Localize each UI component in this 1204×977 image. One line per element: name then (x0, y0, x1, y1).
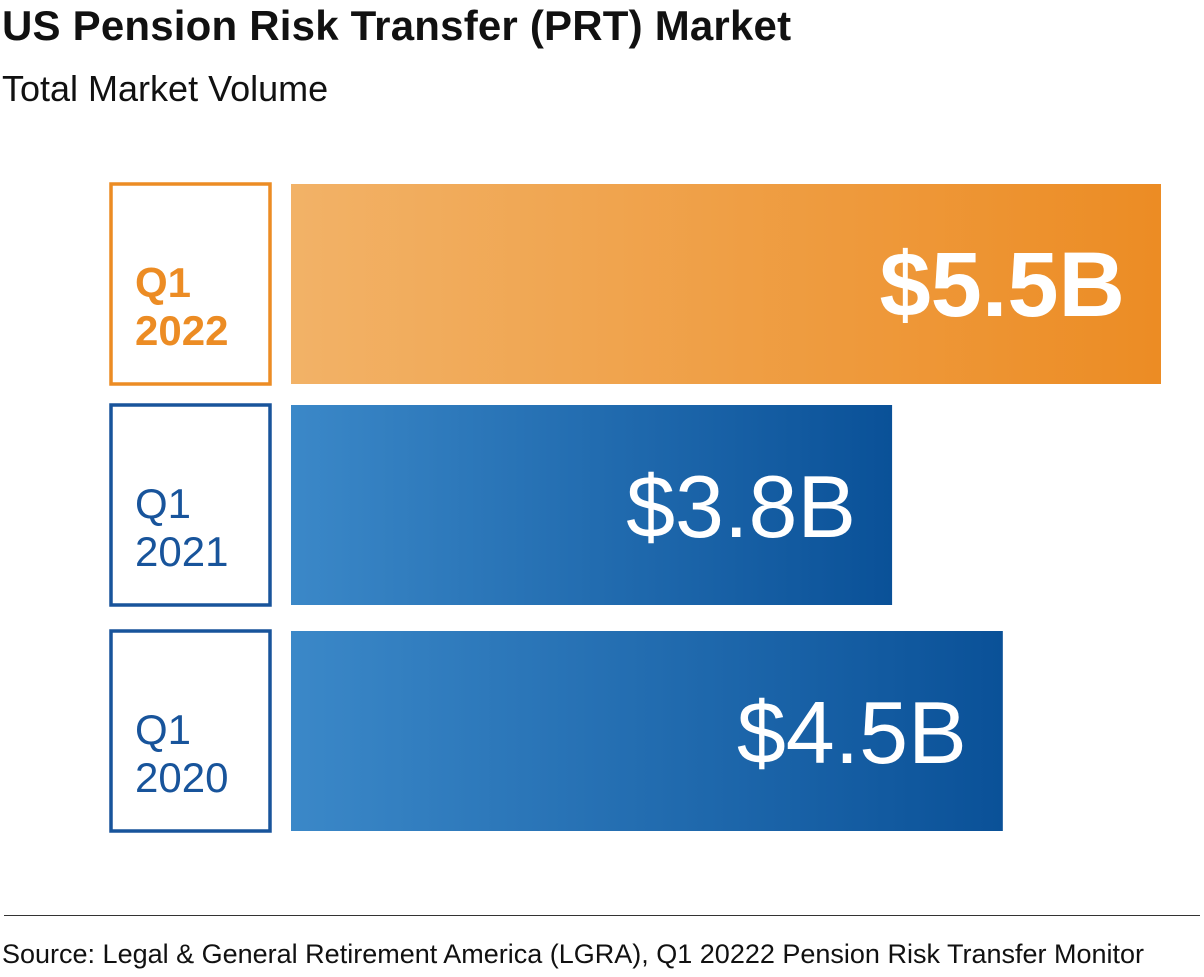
bar (291, 631, 1003, 831)
bar (291, 184, 1161, 384)
category-label: 2021 (135, 528, 228, 575)
source-divider (4, 915, 1200, 916)
data-label: $3.8B (626, 457, 856, 556)
category-label: Q1 (135, 706, 191, 753)
source-note: Source: Legal & General Retirement Ameri… (2, 939, 1145, 969)
category-label: Q1 (135, 259, 191, 306)
chart-subtitle: Total Market Volume (2, 68, 329, 109)
data-label: $5.5B (880, 234, 1126, 336)
category-box (109, 182, 272, 386)
category-box (109, 629, 272, 833)
bar (291, 405, 893, 605)
category-label: 2020 (135, 754, 228, 801)
category-box (109, 403, 272, 607)
data-label: $4.5B (737, 683, 967, 782)
category-label: Q1 (135, 480, 191, 527)
category-label: 2022 (135, 307, 228, 354)
chart-title: US Pension Risk Transfer (PRT) Market (2, 2, 792, 49)
